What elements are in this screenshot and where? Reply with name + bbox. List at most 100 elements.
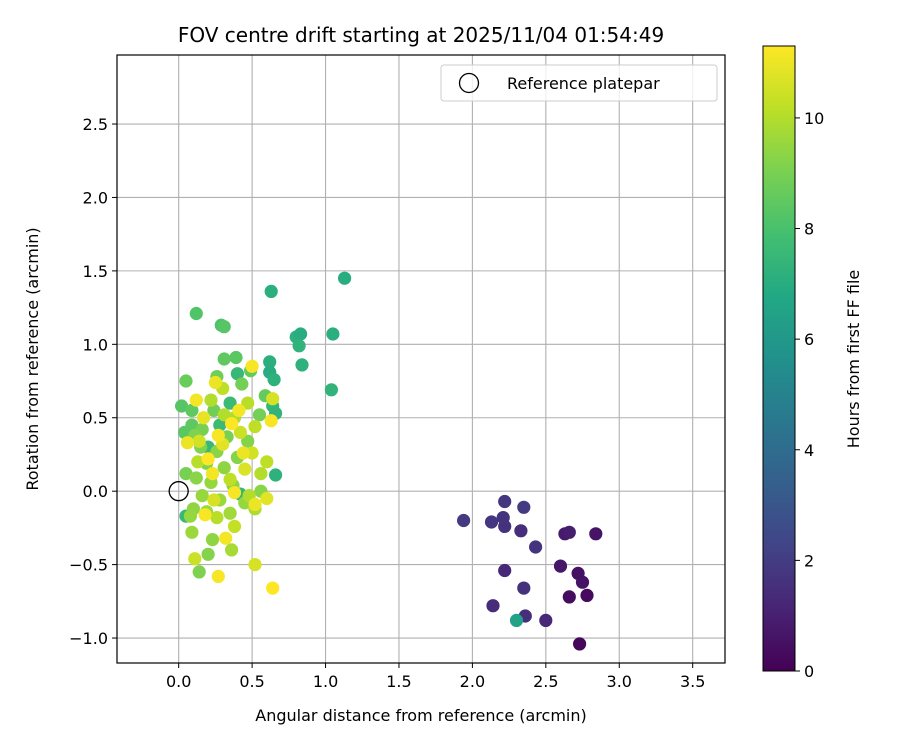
data-point (294, 327, 308, 341)
data-point (205, 533, 220, 547)
data-point (217, 408, 231, 422)
data-point (192, 565, 206, 579)
colorbar-tick-label: 2 (804, 551, 814, 570)
data-point (236, 446, 250, 460)
data-point (324, 383, 338, 397)
data-point (498, 563, 512, 578)
y-tick-label: 0.5 (83, 409, 108, 428)
x-tick-label: 2.5 (533, 672, 558, 691)
data-point (498, 494, 512, 509)
data-point (539, 613, 553, 628)
colorbar-title: Hours from first FF file (844, 270, 863, 449)
colorbar-tick-label: 0 (804, 662, 814, 681)
chart-title: FOV centre drift starting at 2025/11/04 … (178, 23, 664, 47)
data-point (217, 320, 231, 334)
data-point (266, 581, 280, 595)
legend: Reference platepar (440, 64, 718, 102)
data-points (175, 271, 603, 651)
x-axis-title: Angular distance from reference (arcmin) (255, 706, 586, 725)
data-point (211, 428, 225, 442)
data-point (562, 590, 576, 604)
legend-box (440, 64, 718, 102)
data-point (269, 468, 283, 482)
data-point (197, 411, 211, 425)
legend-reference-marker (458, 72, 480, 94)
colorbar-tick-label: 4 (804, 441, 814, 460)
data-point (232, 403, 246, 417)
y-tick-label: 1.5 (83, 262, 108, 281)
data-point (185, 403, 199, 417)
data-point (179, 374, 193, 388)
data-point (484, 515, 499, 529)
y-tick-label: 2.0 (83, 188, 108, 207)
y-tick-label: 1.0 (83, 335, 108, 354)
plot-frame (116, 54, 726, 664)
data-point (235, 377, 249, 391)
data-point (189, 306, 203, 321)
data-point (260, 455, 274, 469)
data-point (211, 569, 225, 584)
data-point (241, 434, 255, 448)
data-point (192, 434, 206, 448)
data-point (571, 566, 585, 581)
x-tick-label: 1.0 (313, 672, 338, 691)
data-point (241, 396, 255, 410)
data-point (238, 462, 252, 476)
data-point (264, 414, 278, 428)
data-point (201, 547, 215, 561)
data-point (223, 472, 237, 486)
data-point (201, 452, 215, 466)
data-point (227, 486, 242, 500)
data-point (229, 350, 243, 365)
data-point (225, 543, 239, 557)
colorbar (762, 45, 796, 672)
x-tick-label: 3.0 (607, 672, 632, 691)
colorbar-tick-label: 8 (804, 220, 814, 239)
data-point (517, 581, 531, 595)
data-point (223, 396, 237, 410)
grid-lines (117, 55, 725, 663)
legend-label: Reference platepar (507, 74, 660, 93)
data-point (198, 508, 212, 522)
data-point (517, 500, 531, 514)
data-point (589, 527, 603, 541)
reference-marker-layer (168, 481, 189, 502)
y-tick-label: 2.5 (83, 115, 108, 134)
y-tick-label: 0.0 (83, 482, 108, 501)
data-point (189, 471, 203, 485)
y-tick-label: −1.0 (69, 629, 108, 648)
data-point (223, 506, 237, 520)
data-point (295, 358, 309, 372)
data-point (267, 373, 281, 387)
data-point (252, 408, 267, 422)
data-point (183, 509, 197, 523)
data-point (205, 467, 220, 481)
data-point (207, 493, 221, 507)
data-point (189, 393, 203, 407)
data-point (514, 524, 528, 538)
data-point (260, 491, 274, 506)
data-point (580, 588, 594, 603)
y-tick-label: −0.5 (69, 556, 108, 575)
reference-platepar-marker (168, 481, 189, 502)
data-point (204, 393, 218, 407)
data-point (207, 403, 221, 417)
data-point (179, 467, 193, 481)
colorbar-ticks: 0 2 4 6 8 10 (795, 109, 824, 681)
data-point (553, 559, 568, 573)
data-point (248, 420, 262, 434)
data-point (217, 352, 231, 366)
colorbar-tick-label: 6 (804, 330, 814, 349)
colorbar-tick-label: 10 (804, 109, 824, 128)
y-axis-title: Rotation from reference (arcmin) (23, 227, 42, 490)
data-point (264, 284, 278, 298)
data-point (562, 525, 576, 539)
data-point (191, 455, 205, 469)
data-point (338, 271, 352, 285)
data-point (486, 599, 500, 613)
data-point (496, 510, 510, 525)
data-point (326, 327, 340, 341)
data-point (219, 531, 233, 545)
